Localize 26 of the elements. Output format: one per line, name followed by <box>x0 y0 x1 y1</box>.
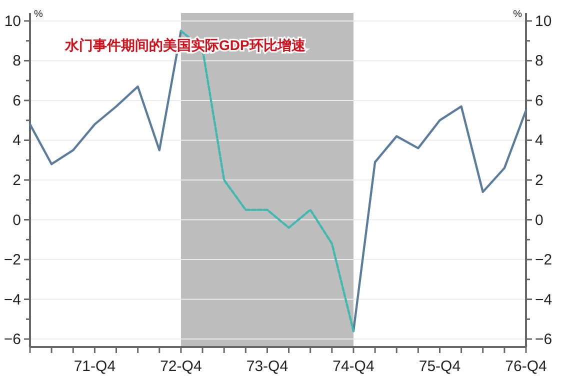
y-tick-label: 10 <box>4 12 21 30</box>
y-tick-label: −2 <box>4 252 21 269</box>
y-tick-label: 6 <box>12 92 21 110</box>
y-tick-label: 0 <box>12 212 21 229</box>
y2-tick-label: −4 <box>535 291 552 308</box>
x-tick-label: 74-Q4 <box>332 358 374 375</box>
y-tick-label: 2 <box>12 172 21 189</box>
y2-tick-label: 2 <box>535 172 544 189</box>
y2-tick-label: 6 <box>535 92 544 110</box>
y2-tick-label: −6 <box>535 331 552 348</box>
y2-axis-title: % <box>513 9 522 20</box>
x-tick-label: 75-Q4 <box>418 358 461 375</box>
x-tick-label: 76-Q4 <box>505 358 547 375</box>
y-tick-label: 8 <box>12 52 21 70</box>
y2-tick-label: 8 <box>535 52 544 70</box>
y2-tick-label: 10 <box>535 12 552 30</box>
y-tick-label: 4 <box>12 132 21 150</box>
y2-tick-label: 4 <box>535 132 544 150</box>
y2-tick-label: −2 <box>535 252 552 269</box>
y-axis-title: % <box>34 9 43 20</box>
y2-tick-label: 0 <box>535 212 544 229</box>
x-tick-label: 73-Q4 <box>246 358 288 375</box>
x-tick-label: 71-Q4 <box>74 358 116 375</box>
y-tick-label: −4 <box>4 291 21 308</box>
y-tick-label: −6 <box>4 331 21 348</box>
x-tick-label: 72-Q4 <box>160 358 202 375</box>
